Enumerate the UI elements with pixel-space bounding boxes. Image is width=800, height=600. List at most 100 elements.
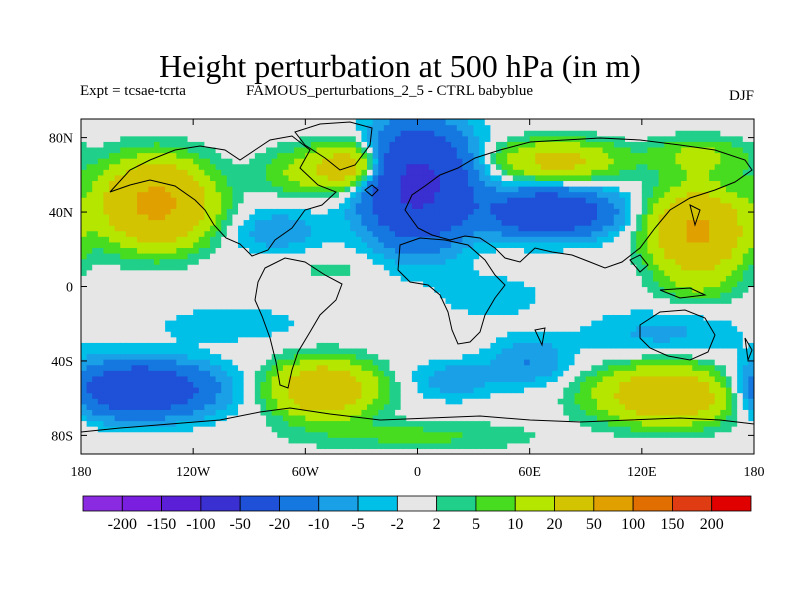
field-cell (204, 169, 211, 176)
field-cell (512, 347, 520, 355)
field-cell (81, 219, 88, 226)
field-cell (271, 442, 278, 450)
field-cell (327, 247, 334, 254)
field-cell (383, 241, 391, 249)
field-cell (535, 375, 542, 383)
field-cell (434, 163, 441, 170)
field-cell (260, 174, 267, 182)
field-cell (479, 219, 486, 226)
field-cell (176, 247, 183, 254)
field-cell (165, 186, 172, 193)
field-cell (165, 336, 172, 343)
field-cell (148, 202, 155, 209)
field-cell (327, 280, 334, 288)
field-cell (165, 163, 172, 170)
field-cell (383, 387, 391, 394)
field-cell (395, 225, 402, 232)
field-cell (294, 442, 301, 450)
field-cell (81, 135, 88, 142)
field-cell (181, 437, 189, 444)
field-cell (271, 264, 278, 271)
field-cell (322, 320, 329, 327)
field-cell (137, 230, 144, 237)
field-cell (529, 437, 536, 444)
field-cell (288, 213, 295, 221)
field-cell (490, 353, 497, 360)
field-cell (529, 331, 536, 338)
field-cell (456, 130, 463, 137)
field-cell (501, 264, 508, 271)
field-cell (316, 314, 323, 321)
field-cell (187, 331, 194, 338)
field-cell (445, 353, 452, 360)
field-cell (294, 437, 301, 444)
field-cell (322, 403, 329, 410)
field-cell (512, 197, 520, 204)
field-cell (383, 180, 391, 187)
field-cell (417, 191, 424, 198)
field-cell (204, 219, 211, 226)
field-cell (462, 146, 469, 154)
field-cell (479, 253, 486, 260)
field-cell (367, 253, 374, 260)
field-cell (490, 370, 497, 377)
field-cell (355, 253, 363, 260)
field-cell (501, 303, 508, 310)
field-cell (372, 280, 379, 288)
field-cell (529, 442, 536, 450)
field-cell (540, 219, 548, 226)
field-cell (176, 353, 183, 360)
field-cell (243, 258, 250, 265)
field-cell (271, 124, 278, 131)
field-cell (294, 297, 301, 304)
field-cell (389, 253, 396, 260)
field-cell (445, 180, 452, 187)
field-cell (490, 280, 497, 288)
field-cell (316, 342, 323, 349)
field-cell (428, 314, 435, 321)
field-cell (333, 409, 340, 416)
field-cell (484, 119, 492, 126)
field-cell (148, 219, 155, 226)
field-cell (204, 364, 211, 371)
field-cell (310, 353, 318, 360)
field-cell (142, 135, 149, 142)
field-cell (333, 403, 340, 410)
field-cell (159, 420, 166, 427)
field-cell (181, 258, 189, 265)
field-cell (540, 420, 548, 427)
field-cell (125, 269, 133, 276)
field-cell (114, 347, 121, 355)
field-cell (226, 442, 234, 450)
field-cell (439, 414, 447, 422)
field-cell (120, 225, 127, 232)
field-cell (451, 269, 458, 276)
field-cell (215, 180, 222, 187)
field-cell (512, 442, 520, 450)
field-cell (209, 426, 217, 433)
field-cell (193, 314, 200, 321)
field-cell (383, 146, 391, 154)
field-cell (243, 230, 250, 237)
field-cell (109, 347, 116, 355)
field-cell (148, 364, 155, 371)
field-cell (131, 336, 138, 343)
field-cell (120, 213, 127, 221)
field-cell (333, 191, 340, 198)
field-cell (288, 331, 295, 338)
field-cell (524, 269, 531, 276)
field-cell (114, 431, 121, 438)
field-cell (125, 280, 133, 288)
field-cell (434, 353, 441, 360)
field-cell (109, 163, 116, 170)
field-cell (406, 230, 413, 237)
field-cell (411, 247, 419, 254)
field-cell (198, 409, 205, 416)
field-cell (316, 364, 323, 371)
field-cell (529, 314, 536, 321)
field-cell (142, 180, 149, 187)
field-cell (496, 280, 503, 288)
field-cell (496, 387, 503, 394)
field-cell (484, 426, 492, 433)
field-cell (333, 297, 340, 304)
